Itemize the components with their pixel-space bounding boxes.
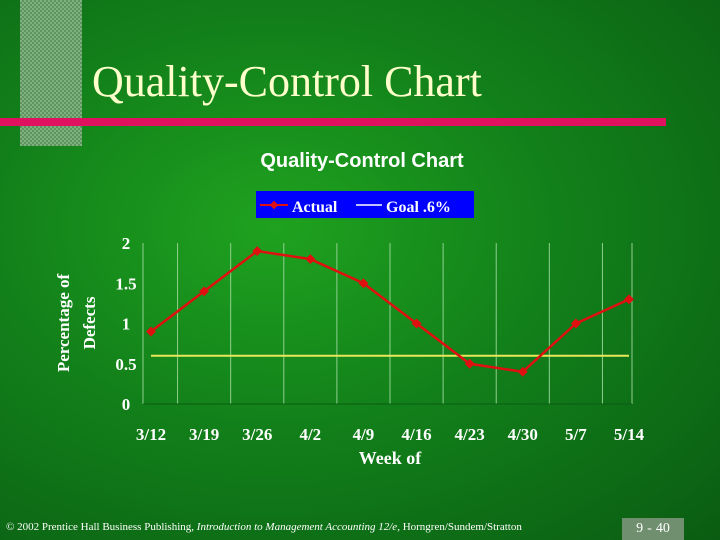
footer-copyright: © 2002 Prentice Hall Business Publishing… — [6, 521, 197, 533]
y-tick-label: 0 — [122, 395, 131, 414]
footer-credit: © 2002 Prentice Hall Business Publishing… — [6, 521, 522, 533]
legend-actual-marker — [269, 200, 279, 210]
x-tick-label: 4/16 — [401, 425, 431, 444]
actual-point — [570, 318, 581, 329]
y-tick-label: 1.5 — [115, 274, 136, 293]
page-separator: - — [647, 521, 652, 536]
actual-point — [464, 358, 475, 369]
actual-series — [146, 246, 634, 377]
y-axis-title: Percentage of Defects — [54, 274, 99, 373]
x-tick-label: 4/9 — [353, 425, 375, 444]
footer-authors: Horngren/Sundem/Stratton — [399, 521, 522, 533]
x-tick-label: 3/19 — [189, 425, 219, 444]
actual-point — [305, 254, 316, 265]
x-tick-label: 3/26 — [242, 425, 272, 444]
chart-title: Quality-Control Chart — [260, 150, 464, 172]
actual-point — [146, 326, 156, 337]
legend-actual-label: Actual — [292, 199, 338, 216]
actual-point — [252, 246, 263, 256]
y-axis-title-line-1: Percentage of — [54, 274, 73, 373]
footer-book-title: Introduction to Management Accounting 12… — [196, 521, 400, 533]
actual-point — [199, 286, 210, 297]
x-tick-label: 4/2 — [299, 425, 321, 444]
y-tick-label: 1 — [122, 315, 131, 334]
x-tick-label: 4/30 — [508, 425, 538, 444]
legend: Actual Goal .6% — [256, 191, 474, 218]
actual-point — [624, 294, 634, 305]
y-axis-title-line-2: Defects — [80, 296, 99, 349]
page-number-badge: 9-40 — [622, 518, 684, 540]
slide-title: Quality-Control Chart — [92, 57, 482, 106]
actual-point — [358, 278, 369, 289]
gridlines — [142, 243, 633, 404]
actual-point — [411, 318, 422, 329]
legend-goal-label: Goal .6% — [386, 199, 451, 216]
title-underline-bar — [0, 118, 666, 126]
x-tick-label: 3/12 — [136, 425, 166, 444]
x-tick-label: 5/7 — [565, 425, 587, 444]
x-tick-label: 4/23 — [455, 425, 485, 444]
page-number: 40 — [655, 521, 670, 536]
x-tick-label: 5/14 — [614, 425, 645, 444]
actual-point — [517, 366, 528, 377]
y-tick-label: 2 — [122, 234, 131, 253]
y-tick-labels: 2 1.5 1 0.5 0 — [115, 234, 136, 414]
page-chapter: 9 — [636, 521, 644, 536]
y-tick-label: 0.5 — [115, 355, 136, 374]
x-tick-labels: 3/12 3/19 3/26 4/2 4/9 4/16 4/23 4/30 5/7 5/14 — [136, 425, 645, 444]
x-axis-title: Week of — [359, 448, 422, 468]
actual-line — [150, 249, 630, 374]
